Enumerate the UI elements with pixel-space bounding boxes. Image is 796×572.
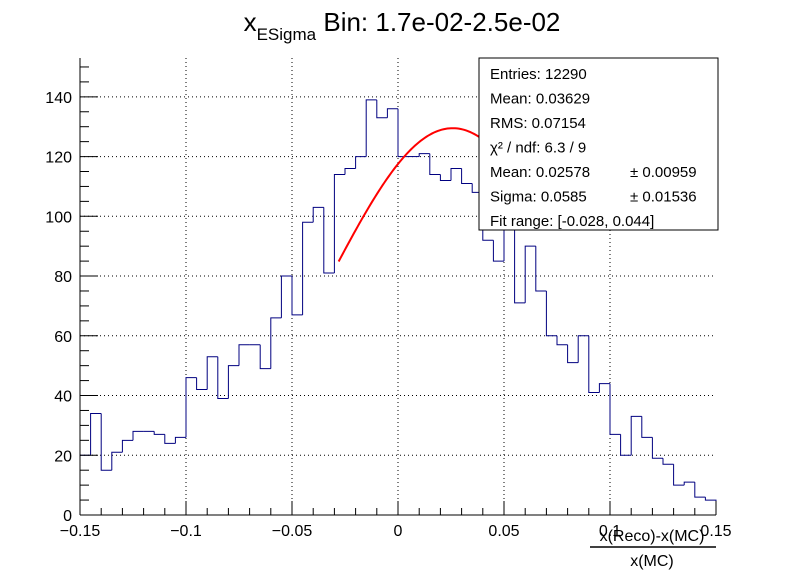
- stats-box-frame: [478, 57, 719, 231]
- stats-row-label-5: Sigma: 0.0585: [490, 189, 587, 206]
- chart-title: xESigma Bin: 1.7e-02-2.5e-02: [244, 7, 561, 44]
- fit-curve-group: [337, 127, 492, 262]
- y-tick-label-3: 60: [54, 329, 72, 346]
- histogram-bin-28: [376, 99, 388, 119]
- x-tick-label-1: −0.1: [170, 523, 202, 540]
- y-tick-label-0: 0: [63, 508, 72, 525]
- histogram-bin-15: [238, 344, 250, 366]
- histogram-bin-43: [535, 246, 547, 292]
- stats-box: Entries: 12290 Mean: 0.03629 RMS: 0.07154 χ…: [478, 57, 719, 231]
- histogram-bin-13: [217, 356, 229, 400]
- stats-row-error-5: ± 0.01536: [630, 189, 697, 206]
- histogram-bin-24: [333, 173, 345, 274]
- histogram-bin-36: [461, 168, 473, 184]
- histogram-bin-9: [174, 436, 186, 444]
- histogram-bin-4: [121, 439, 133, 453]
- histogram-bin-33: [429, 153, 441, 175]
- stats-row-error-4: ± 0.00959: [630, 164, 697, 181]
- histogram-bin-27: [365, 99, 377, 157]
- stats-row-label-1: Mean: 0.03629: [490, 91, 590, 108]
- histogram-bin-49: [598, 383, 610, 393]
- x-tick-label-6: 0.15: [700, 523, 731, 540]
- histogram-bin-56: [673, 464, 685, 486]
- histogram-bin-45: [556, 335, 568, 346]
- y-tick-label-4: 80: [54, 269, 72, 286]
- chart-title-subscript: ESigma: [257, 25, 317, 44]
- histogram-bin-2: [100, 413, 112, 471]
- histogram-bin-34: [439, 174, 451, 181]
- histogram-bin-41: [514, 204, 526, 304]
- histogram-bin-11: [196, 377, 208, 391]
- histogram-series: [79, 99, 717, 515]
- histogram-bin-12: [206, 356, 218, 390]
- x-tick-label-4: 0.05: [488, 523, 519, 540]
- histogram-bin-44: [545, 290, 557, 337]
- histogram-bin-14: [227, 365, 239, 399]
- histogram-bin-47: [577, 335, 589, 363]
- histogram-bin-5: [132, 430, 144, 441]
- chart-title-rest: Bin: 1.7e-02-2.5e-02: [316, 7, 560, 37]
- histogram-bin-46: [567, 344, 579, 364]
- histogram-bin-48: [588, 335, 600, 394]
- histogram-bin-7: [153, 431, 165, 435]
- histogram-bin-39: [492, 240, 504, 262]
- histogram-bin-54: [651, 437, 663, 459]
- histogram-bin-51: [620, 434, 632, 456]
- histogram-bin-19: [280, 275, 292, 318]
- histogram-bin-17: [259, 344, 271, 370]
- stats-row-label-4: Mean: 0.02578: [490, 164, 590, 181]
- x-tick-label-0: −0.15: [60, 523, 101, 540]
- histogram-bin-1: [90, 412, 102, 456]
- y-tick-label-6: 120: [45, 150, 72, 167]
- x-axis-title: x(Reco)-x(MC) x(MC): [590, 528, 716, 570]
- histogram-bin-55: [662, 458, 674, 465]
- histogram-bin-29: [386, 108, 398, 118]
- chart-title-main: x: [244, 7, 257, 37]
- x-axis-title-numerator: x(Reco)-x(MC): [600, 528, 705, 545]
- histogram-bin-3: [111, 451, 123, 471]
- fit-curve: [337, 127, 492, 262]
- histogram-bin-52: [630, 415, 642, 456]
- histogram-bin-25: [344, 168, 356, 175]
- histogram-bin-20: [291, 276, 303, 316]
- y-tick-label-5: 100: [45, 209, 72, 226]
- histogram-bin-42: [524, 245, 536, 303]
- axes: −0.15 −0.1 −0.05 0 0.05 0.1 0.15 0 20 40 60 80 100 12…: [45, 58, 732, 540]
- x-tick-label-2: −0.05: [272, 523, 313, 540]
- histogram-bin-50: [609, 383, 621, 435]
- histogram-bin-10: [185, 377, 197, 438]
- histogram-bin-18: [270, 317, 282, 369]
- x-tick-label-5: 0.1: [599, 523, 621, 540]
- y-tick-label-2: 40: [54, 389, 72, 406]
- y-tick-label-1: 20: [54, 448, 72, 465]
- y-tick-label-7: 140: [45, 90, 72, 107]
- x-axis-title-denominator: x(MC): [630, 553, 674, 570]
- x-tick-label-3: 0: [394, 523, 403, 540]
- histogram-bin-21: [302, 221, 314, 315]
- histogram-bin-32: [418, 153, 430, 157]
- histogram-bin-57: [683, 481, 695, 486]
- histogram-bin-26: [355, 156, 367, 169]
- stats-row-label-2: RMS: 0.07154: [490, 115, 586, 132]
- stats-row-label-6: Fit range: [-0.028, 0.044]: [490, 213, 654, 230]
- stats-row-label-0: Entries: 12290: [490, 66, 587, 83]
- histogram-bin-58: [694, 482, 706, 498]
- histogram-bin-23: [323, 207, 335, 274]
- histogram-bin-22: [312, 206, 324, 223]
- histogram-bin-8: [164, 434, 176, 444]
- histogram-bin-35: [450, 168, 462, 181]
- stats-row-label-3: χ² / ndf: 6.3 / 9: [490, 140, 586, 157]
- histogram-bin-53: [641, 416, 653, 438]
